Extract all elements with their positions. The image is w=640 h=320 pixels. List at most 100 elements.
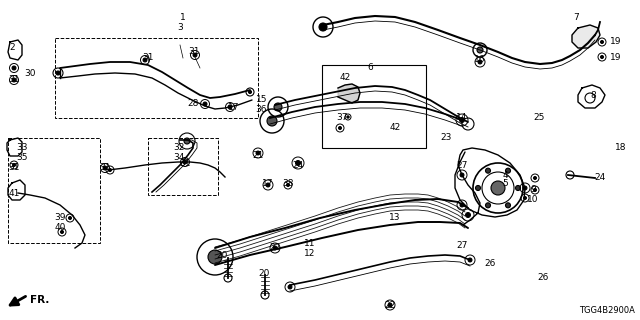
Text: 22: 22 xyxy=(269,244,280,252)
Circle shape xyxy=(287,183,289,187)
Text: 9: 9 xyxy=(530,186,536,195)
Text: 27: 27 xyxy=(456,161,468,170)
Text: 26: 26 xyxy=(537,274,548,283)
Text: 31: 31 xyxy=(99,164,111,172)
Text: 41: 41 xyxy=(8,188,20,197)
Circle shape xyxy=(506,203,511,208)
Text: 30: 30 xyxy=(24,68,36,77)
Text: 42: 42 xyxy=(339,74,351,83)
Text: 7: 7 xyxy=(573,13,579,22)
Text: 8: 8 xyxy=(590,91,596,100)
Text: TGG4B2900A: TGG4B2900A xyxy=(579,306,635,315)
Circle shape xyxy=(460,173,464,177)
Circle shape xyxy=(465,212,470,218)
Circle shape xyxy=(208,250,222,264)
Circle shape xyxy=(143,58,147,62)
Text: 31: 31 xyxy=(188,47,200,57)
Polygon shape xyxy=(572,25,600,48)
Text: 22: 22 xyxy=(385,300,396,309)
Text: 16: 16 xyxy=(474,55,486,65)
Circle shape xyxy=(460,117,465,123)
Circle shape xyxy=(273,246,277,250)
Text: 11: 11 xyxy=(304,238,316,247)
Text: 2: 2 xyxy=(9,44,15,52)
Text: 33: 33 xyxy=(16,143,28,153)
Circle shape xyxy=(183,160,187,164)
Text: 24: 24 xyxy=(594,173,605,182)
Circle shape xyxy=(296,161,301,165)
Circle shape xyxy=(523,186,527,190)
Text: 37: 37 xyxy=(337,114,348,123)
Bar xyxy=(55,38,258,118)
Text: 31: 31 xyxy=(142,53,154,62)
Circle shape xyxy=(12,66,16,70)
Text: 28: 28 xyxy=(188,99,199,108)
Text: 12: 12 xyxy=(304,249,316,258)
Circle shape xyxy=(478,60,482,64)
Circle shape xyxy=(228,105,232,109)
Circle shape xyxy=(486,168,490,173)
Circle shape xyxy=(468,258,472,262)
Text: 4: 4 xyxy=(502,171,508,180)
Circle shape xyxy=(460,203,464,207)
Bar xyxy=(148,138,218,195)
Circle shape xyxy=(12,78,16,82)
Text: 17: 17 xyxy=(262,179,274,188)
Text: 20: 20 xyxy=(216,251,228,260)
Circle shape xyxy=(288,285,292,289)
Text: FR.: FR. xyxy=(30,295,49,305)
Text: 40: 40 xyxy=(54,223,66,233)
Circle shape xyxy=(274,103,282,111)
Text: 23: 23 xyxy=(440,133,452,142)
Circle shape xyxy=(13,164,15,166)
Text: 34: 34 xyxy=(173,154,185,163)
Text: 24: 24 xyxy=(292,161,303,170)
Text: 31: 31 xyxy=(8,164,20,172)
Circle shape xyxy=(388,303,392,307)
Circle shape xyxy=(534,188,536,191)
Circle shape xyxy=(103,166,107,170)
Circle shape xyxy=(515,186,520,190)
Circle shape xyxy=(68,217,72,220)
Text: 17: 17 xyxy=(228,103,239,113)
Circle shape xyxy=(339,126,342,130)
Circle shape xyxy=(184,138,190,144)
Circle shape xyxy=(534,177,536,180)
Circle shape xyxy=(193,53,197,57)
Text: 31: 31 xyxy=(8,76,20,84)
Text: 19: 19 xyxy=(610,37,621,46)
Text: 14: 14 xyxy=(456,114,468,123)
Text: 25: 25 xyxy=(533,114,545,123)
Text: 19: 19 xyxy=(610,53,621,62)
Circle shape xyxy=(506,168,511,173)
Text: 1: 1 xyxy=(180,13,186,22)
Circle shape xyxy=(109,169,111,172)
Text: 32: 32 xyxy=(173,143,185,153)
Circle shape xyxy=(524,196,527,199)
Text: 27: 27 xyxy=(456,241,468,250)
Circle shape xyxy=(600,55,604,59)
Circle shape xyxy=(267,116,277,126)
Text: 20: 20 xyxy=(259,268,270,277)
Text: 26: 26 xyxy=(484,259,496,268)
Text: 38: 38 xyxy=(282,179,294,188)
Text: 31: 31 xyxy=(179,158,191,167)
Circle shape xyxy=(248,91,252,93)
Bar xyxy=(322,65,426,148)
Circle shape xyxy=(56,71,60,75)
Circle shape xyxy=(486,203,490,208)
Text: 3: 3 xyxy=(177,23,183,33)
Circle shape xyxy=(477,47,483,53)
Circle shape xyxy=(491,181,505,195)
Circle shape xyxy=(266,183,270,187)
Circle shape xyxy=(256,151,260,155)
Text: 21: 21 xyxy=(252,150,264,159)
Text: 36: 36 xyxy=(255,106,267,115)
Circle shape xyxy=(203,102,207,106)
Circle shape xyxy=(319,23,327,31)
Text: 15: 15 xyxy=(255,95,267,105)
Circle shape xyxy=(347,116,349,118)
Circle shape xyxy=(61,230,63,234)
Text: 5: 5 xyxy=(502,179,508,188)
Text: 39: 39 xyxy=(54,213,66,222)
